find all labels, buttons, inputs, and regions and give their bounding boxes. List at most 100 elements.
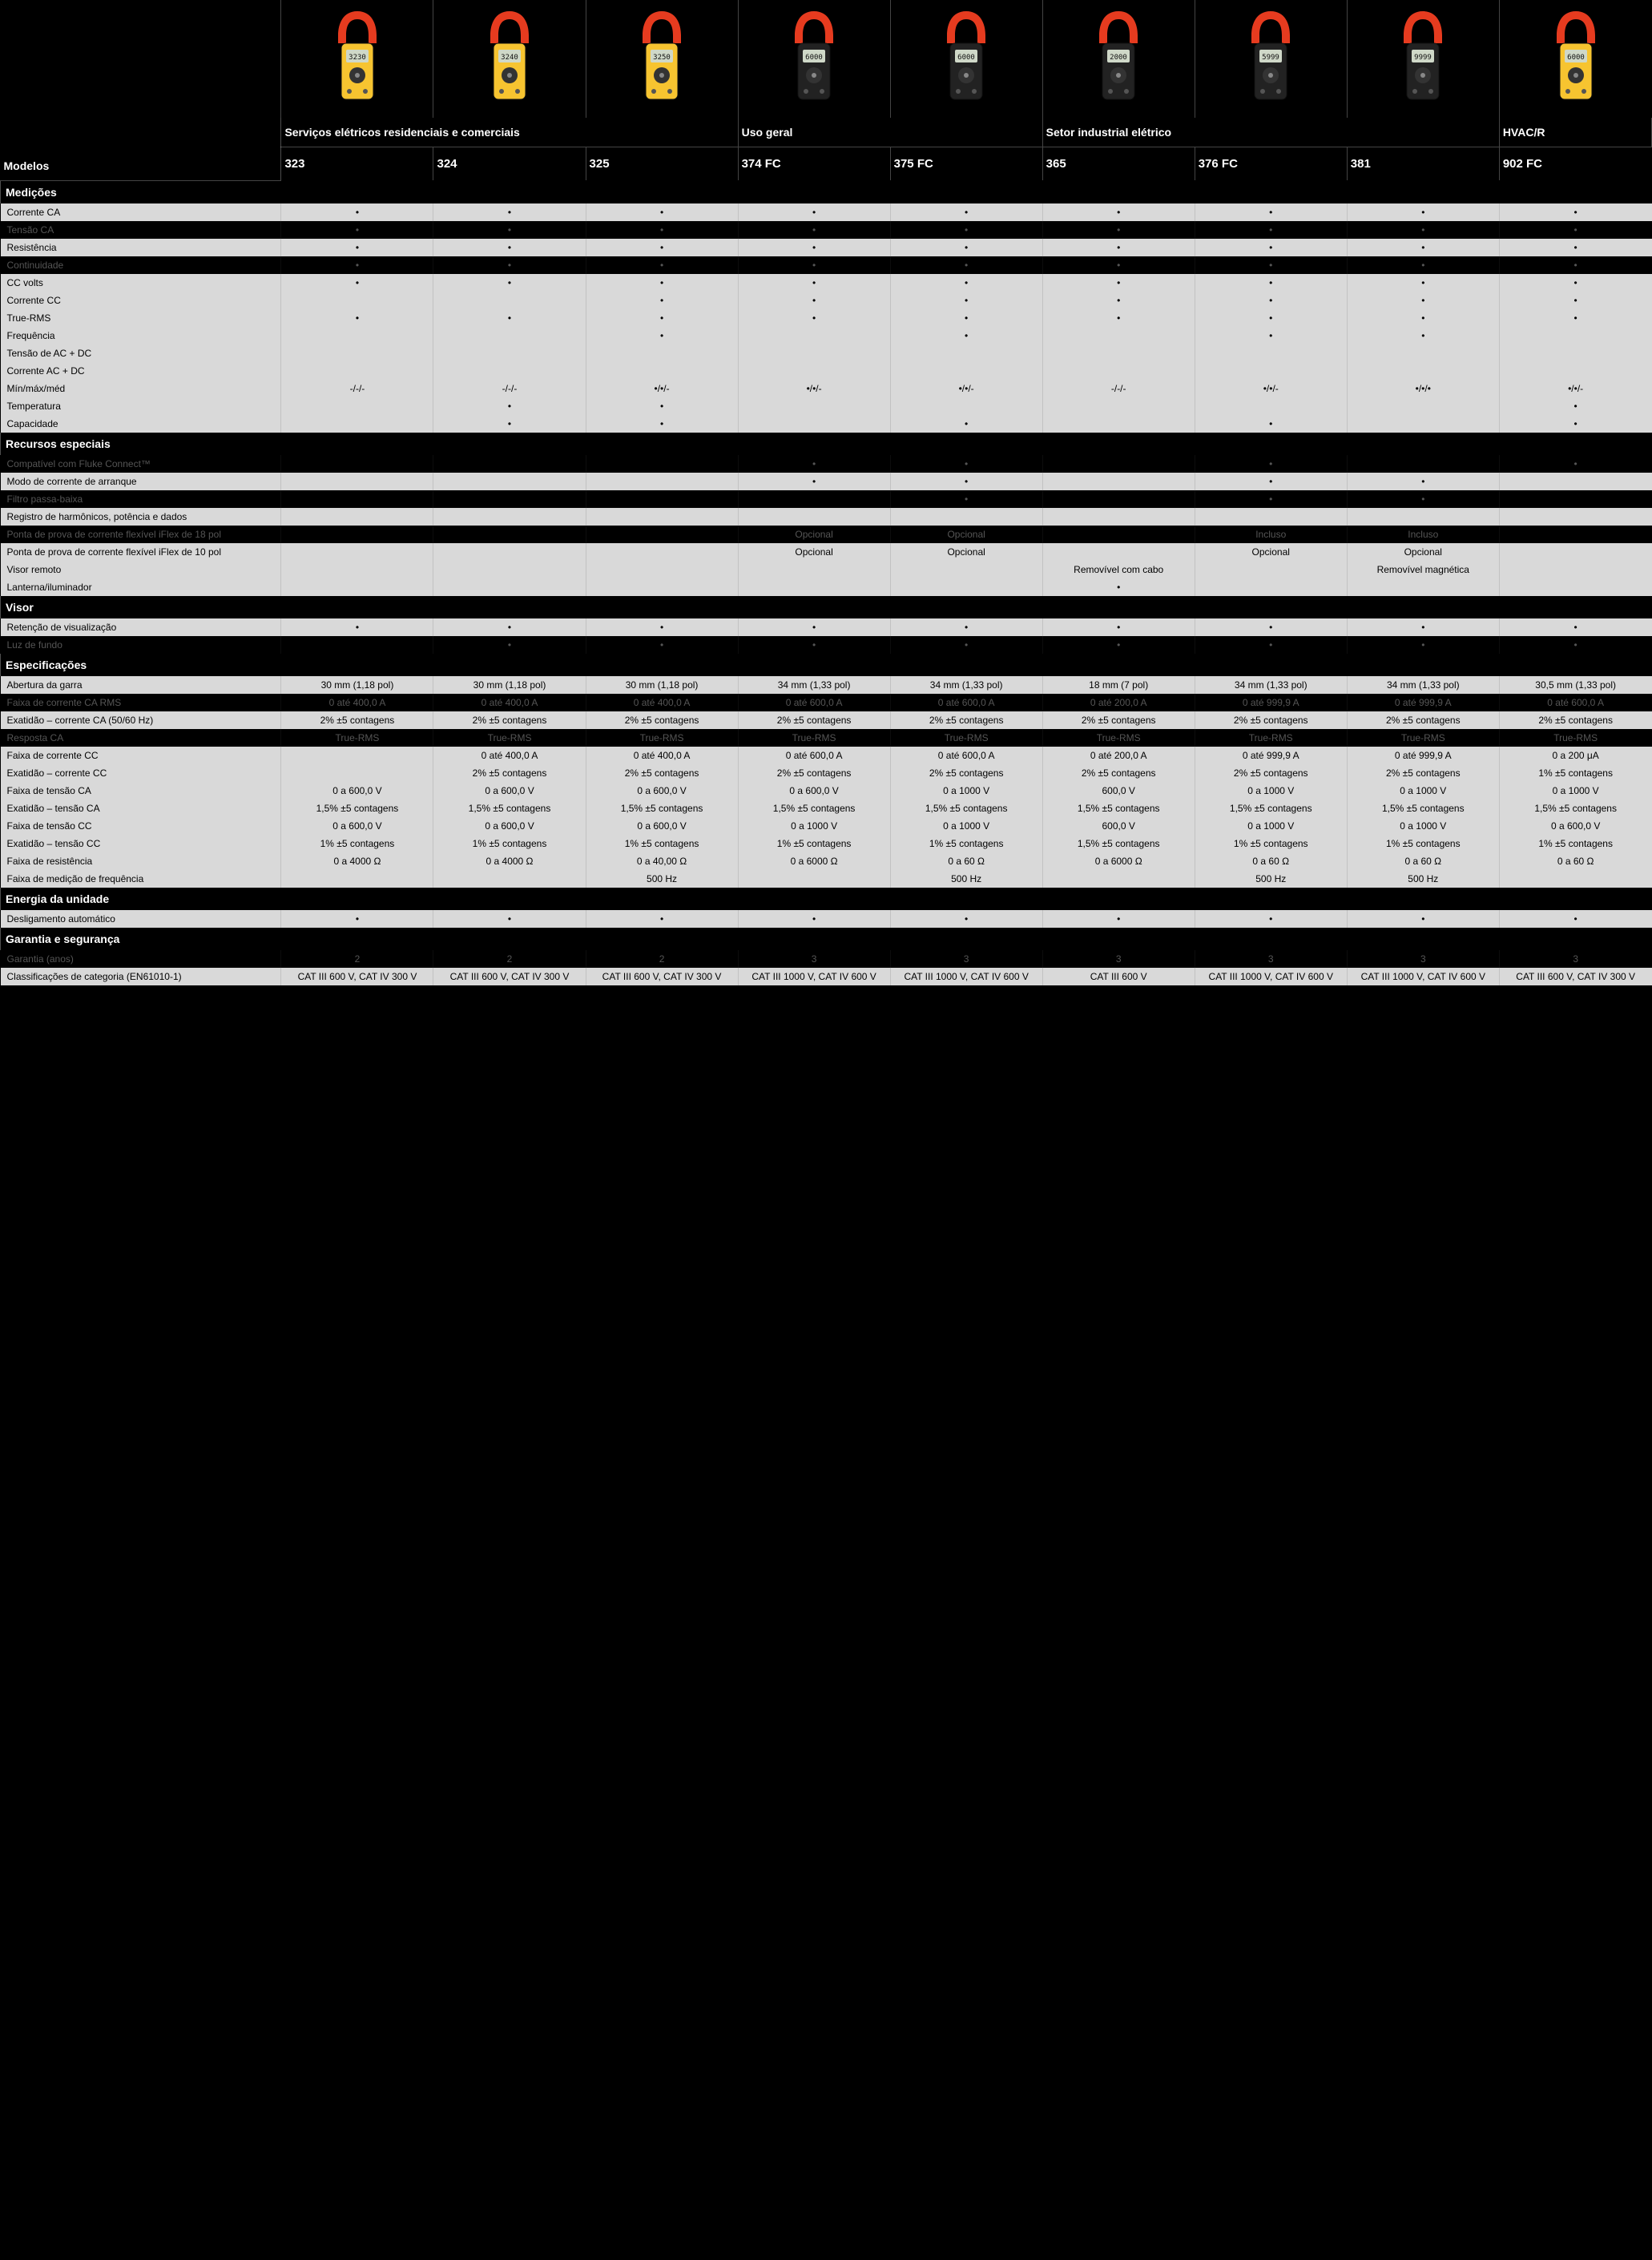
data-cell: • xyxy=(890,455,1042,473)
data-cell: • xyxy=(281,256,433,274)
data-cell xyxy=(890,578,1042,596)
data-cell: • xyxy=(890,473,1042,490)
data-cell: • xyxy=(586,327,738,344)
svg-text:3240: 3240 xyxy=(501,54,518,62)
data-cell xyxy=(281,292,433,309)
data-cell: 500 Hz xyxy=(586,870,738,888)
data-cell: • xyxy=(1499,203,1651,221)
row-label: Faixa de medição de frequência xyxy=(1,870,281,888)
model-image-376 FC: 5999 xyxy=(1195,0,1347,118)
row-label: Exatidão – tensão CA xyxy=(1,800,281,817)
data-cell xyxy=(281,508,433,526)
row-label: Faixa de tensão CC xyxy=(1,817,281,835)
data-cell xyxy=(281,764,433,782)
data-cell: True-RMS xyxy=(1195,729,1347,747)
data-cell: • xyxy=(1347,256,1499,274)
data-cell xyxy=(1042,543,1195,561)
data-cell xyxy=(1499,473,1651,490)
data-cell: 500 Hz xyxy=(1195,870,1347,888)
data-cell: Removível magnética xyxy=(1347,561,1499,578)
data-cell: • xyxy=(281,910,433,928)
data-cell: 500 Hz xyxy=(890,870,1042,888)
data-cell: Opcional xyxy=(890,526,1042,543)
data-cell: 0 até 600,0 A xyxy=(890,747,1042,764)
section-header: Medições xyxy=(1,180,1652,203)
data-cell: • xyxy=(738,910,890,928)
data-cell xyxy=(1042,362,1195,380)
data-cell: CAT III 600 V, CAT IV 300 V xyxy=(1499,968,1651,985)
clamp-meter-icon: 3230 xyxy=(333,8,381,104)
data-cell: 0 a 1000 V xyxy=(1195,817,1347,835)
data-cell: 1,5% ±5 contagens xyxy=(1347,800,1499,817)
data-cell: 0 a 1000 V xyxy=(890,782,1042,800)
data-cell: • xyxy=(890,415,1042,433)
data-cell: Opcional xyxy=(738,543,890,561)
data-cell xyxy=(281,455,433,473)
data-cell xyxy=(1042,344,1195,362)
data-cell: Opcional xyxy=(890,543,1042,561)
data-cell: 0 a 600,0 V xyxy=(586,782,738,800)
data-cell: • xyxy=(1347,636,1499,654)
data-cell: • xyxy=(890,910,1042,928)
data-cell: 0 até 400,0 A xyxy=(586,694,738,711)
row-label: Ponta de prova de corrente flexível iFle… xyxy=(1,543,281,561)
section-header: Especificações xyxy=(1,654,1652,676)
row-label: Continuidade xyxy=(1,256,281,274)
data-cell: 1,5% ±5 contagens xyxy=(281,800,433,817)
data-cell: • xyxy=(738,256,890,274)
row-label: Exatidão – corrente CC xyxy=(1,764,281,782)
data-cell xyxy=(1195,397,1347,415)
data-cell: • xyxy=(1042,239,1195,256)
data-cell xyxy=(433,578,586,596)
data-cell: • xyxy=(1195,203,1347,221)
data-cell: • xyxy=(1195,415,1347,433)
data-cell: • xyxy=(1195,327,1347,344)
row-label: True-RMS xyxy=(1,309,281,327)
model-image-325: 3250 xyxy=(586,0,738,118)
data-cell: 2% ±5 contagens xyxy=(1347,711,1499,729)
row-label: Exatidão – corrente CA (50/60 Hz) xyxy=(1,711,281,729)
data-cell xyxy=(1042,508,1195,526)
data-cell xyxy=(1499,327,1651,344)
data-cell xyxy=(1499,543,1651,561)
data-cell: 0 a 600,0 V xyxy=(1499,817,1651,835)
data-cell: 1% ±5 contagens xyxy=(586,835,738,852)
data-cell: Opcional xyxy=(738,526,890,543)
data-cell: -/-/- xyxy=(1042,380,1195,397)
data-cell: • xyxy=(281,309,433,327)
data-cell: • xyxy=(1347,292,1499,309)
data-cell: • xyxy=(890,221,1042,239)
data-cell: • xyxy=(1042,292,1195,309)
data-cell xyxy=(586,526,738,543)
row-label: Tensão de AC + DC xyxy=(1,344,281,362)
data-cell: 0 até 200,0 A xyxy=(1042,747,1195,764)
data-cell: • xyxy=(1042,618,1195,636)
data-cell: 2% ±5 contagens xyxy=(281,711,433,729)
row-label: Luz de fundo xyxy=(1,636,281,654)
data-cell: 0 até 600,0 A xyxy=(738,694,890,711)
data-cell: 0 a 600,0 V xyxy=(281,782,433,800)
model-image-381: 9999 xyxy=(1347,0,1499,118)
model-header-365: 365 xyxy=(1042,147,1195,181)
data-cell: • xyxy=(1499,239,1651,256)
data-cell: CAT III 1000 V, CAT IV 600 V xyxy=(1347,968,1499,985)
row-label: Abertura da garra xyxy=(1,676,281,694)
data-cell: • xyxy=(1042,274,1195,292)
data-cell: • xyxy=(1195,256,1347,274)
comparison-table: 3230 3240 3250 6000 6000 xyxy=(0,0,1652,985)
data-cell: • xyxy=(738,221,890,239)
data-cell: 3 xyxy=(890,950,1042,968)
data-cell: • xyxy=(1195,618,1347,636)
data-cell: 2% ±5 contagens xyxy=(738,711,890,729)
row-label: Resistência xyxy=(1,239,281,256)
data-cell: • xyxy=(1347,221,1499,239)
clamp-meter-icon: 5999 xyxy=(1247,8,1295,104)
data-cell: 2% ±5 contagens xyxy=(1499,711,1651,729)
data-cell: • xyxy=(281,618,433,636)
data-cell: • xyxy=(586,239,738,256)
data-cell: • xyxy=(586,221,738,239)
data-cell: True-RMS xyxy=(1347,729,1499,747)
data-cell xyxy=(586,561,738,578)
row-label: Tensão CA xyxy=(1,221,281,239)
data-cell: • xyxy=(1195,490,1347,508)
